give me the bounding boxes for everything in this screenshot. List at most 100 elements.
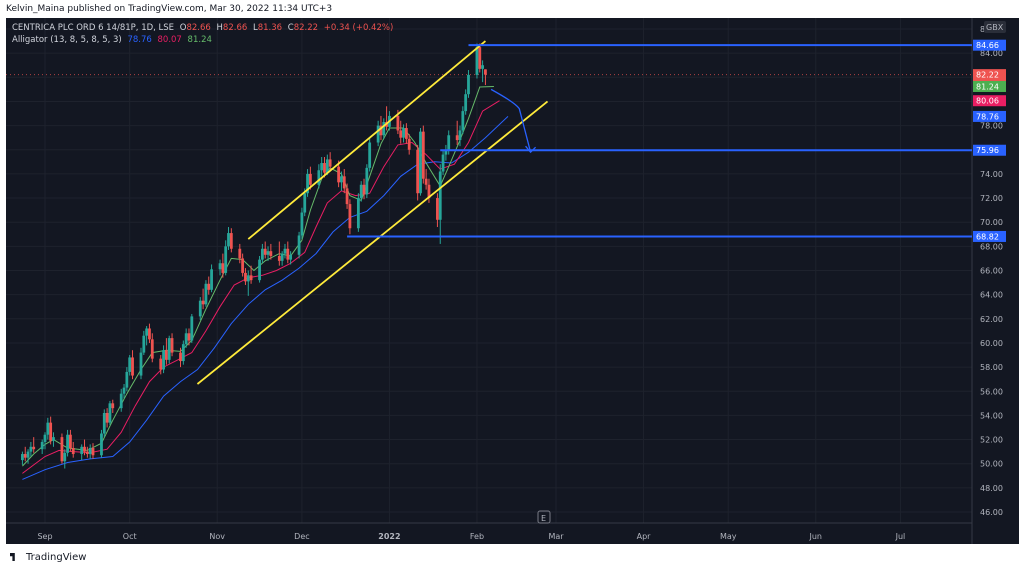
channel-upper-line (247, 40, 486, 240)
candle-body (461, 111, 465, 131)
candle-body (204, 283, 208, 305)
price-tag-value: 78.76 (976, 112, 999, 121)
candle-body (43, 434, 47, 442)
lips-value: 81.24 (187, 35, 212, 45)
price-tick-label: 50.00 (980, 460, 1003, 469)
brand-name: TradingView (26, 552, 87, 563)
time-tick-label: Apr (637, 532, 652, 541)
close-label: C (287, 23, 294, 33)
candle-body (345, 188, 349, 205)
publisher-bar: Kelvin_Maina published on TradingView.co… (0, 0, 1024, 18)
candle-body (303, 193, 307, 213)
price-tag-value: 68.82 (976, 232, 999, 241)
candle-body (52, 437, 55, 441)
channel-lower-line (196, 100, 549, 385)
candle-body (467, 74, 470, 95)
candle-body (83, 446, 86, 452)
price-tick-label: 46.00 (980, 508, 1003, 517)
candle-body (125, 371, 129, 388)
footer-bar: TradingView (0, 544, 1024, 569)
time-tick-label: 2022 (378, 532, 400, 541)
candle-body (249, 275, 253, 281)
candle-body (320, 163, 324, 171)
high-label: H (216, 23, 223, 33)
candle-body (105, 412, 109, 423)
candle-body (207, 283, 211, 290)
jaw-value: 78.76 (127, 35, 152, 45)
candle-body (184, 333, 188, 345)
symbol-name: CENTRICA PLC ORD 6 14/81P, 1D, LSE (12, 23, 175, 33)
candle-body (407, 138, 411, 150)
candle-body (416, 149, 420, 194)
candle-body (277, 256, 281, 261)
candle-body (399, 130, 403, 138)
price-tag-value: 80.06 (976, 97, 999, 106)
price-tick-label: 84.00 (980, 49, 1003, 58)
candle-body (201, 300, 205, 305)
candle-body (187, 333, 191, 341)
price-tick-label: 58.00 (980, 363, 1003, 372)
price-tag (973, 80, 1006, 92)
candle-body (306, 173, 309, 194)
change-value: +0.34 (+0.42%) (323, 23, 394, 33)
candle-body (348, 204, 352, 229)
candle-body (323, 163, 326, 173)
candle-body (340, 176, 343, 183)
candle-body (444, 150, 448, 155)
candle-body (88, 448, 92, 455)
price-tick-label: 56.00 (980, 387, 1003, 396)
price-tag (973, 39, 1006, 51)
candle-body (258, 259, 261, 281)
close-value: 82.22 (293, 23, 319, 33)
candle-body (427, 184, 431, 199)
candle-body (91, 448, 95, 456)
price-tag (973, 110, 1006, 122)
candle-body (308, 173, 312, 185)
time-tick-label: Dec (294, 532, 309, 541)
candle-body (438, 171, 442, 220)
candle-body (63, 452, 67, 462)
time-tick-label: May (720, 532, 737, 541)
low-value: 81.36 (257, 23, 283, 33)
price-tick-label: 54.00 (980, 411, 1003, 420)
candle-body (484, 69, 487, 75)
candle-body (478, 47, 482, 69)
currency-badge (984, 21, 1006, 33)
candle-body (85, 451, 89, 455)
candle-body (40, 441, 44, 450)
price-tick-label: 68.00 (980, 242, 1003, 251)
indicator-name[interactable]: Alligator (13, 8, 5, 8, 5, 3) (12, 35, 122, 45)
candle-body (229, 233, 233, 249)
candle-body (238, 248, 242, 259)
candle-body (128, 357, 132, 372)
time-tick-label: Nov (209, 532, 225, 541)
time-tick-label: Feb (470, 532, 484, 541)
candle-body (60, 437, 64, 462)
candle-body (131, 357, 134, 376)
candle-body (111, 403, 115, 409)
price-tag-value: 75.96 (976, 146, 999, 155)
indicator-legend: Alligator (13, 8, 5, 8, 5, 3) 78.76 80.0… (12, 35, 215, 45)
candle-body (26, 451, 30, 458)
candle-body (300, 212, 304, 236)
candle-body (260, 248, 264, 260)
candle-body (266, 251, 270, 255)
price-tick-label: 66.00 (980, 267, 1003, 276)
candle-body (71, 448, 75, 455)
candlestick-chart[interactable]: 86.0084.0082.0080.0078.0076.0074.0072.00… (6, 18, 1019, 544)
candle-body (464, 94, 468, 112)
price-tick-label: 70.00 (980, 218, 1003, 227)
price-tag (973, 144, 1006, 156)
candle-body (283, 248, 287, 254)
candle-body (162, 350, 165, 370)
candle-body (421, 131, 425, 179)
candle-body (297, 235, 301, 255)
projection-arrowhead (525, 145, 537, 154)
candle-body (122, 387, 126, 394)
chart-panel[interactable]: 86.0084.0082.0080.0078.0076.0074.0072.00… (6, 18, 1019, 544)
open-label: O (179, 23, 187, 33)
high-value: 82.66 (222, 23, 248, 33)
candle-body (181, 344, 185, 362)
tradingview-logo: TradingView (10, 552, 86, 563)
candle-body (119, 393, 123, 409)
